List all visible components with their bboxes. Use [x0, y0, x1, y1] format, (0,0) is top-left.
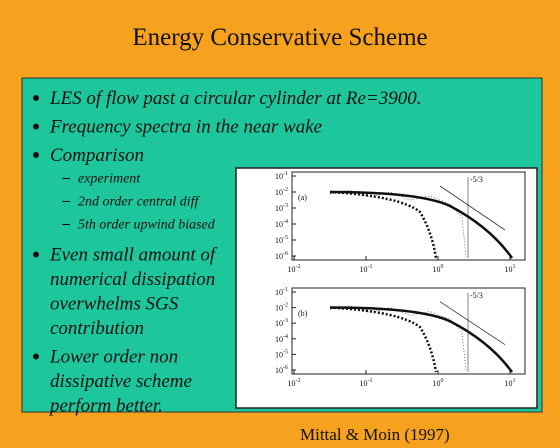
bullet-text: Frequency spectra in the near wake — [49, 117, 322, 138]
tick-label: 10-1 — [360, 378, 373, 388]
bullet-dot — [33, 95, 39, 101]
tick-label: 10-1 — [275, 171, 288, 181]
tick-base: 10 — [275, 366, 283, 375]
curve-upwind — [329, 190, 438, 259]
slope-label: -5/3 — [470, 291, 483, 300]
tick-label: 10-2 — [275, 303, 288, 313]
tick-base: 10 — [505, 379, 513, 388]
bullet-text: numerical dissipation — [50, 269, 215, 290]
curve-central — [329, 306, 514, 373]
tick-exp: 1 — [513, 378, 516, 384]
tick-base: 10 — [360, 265, 368, 274]
slope-line — [439, 301, 506, 346]
bullet-dot — [33, 123, 39, 130]
tick-label: 10-5 — [275, 349, 288, 359]
tick-exp: -1 — [283, 287, 288, 293]
tick-base: 10 — [288, 379, 296, 388]
bullet-text: contribution — [50, 318, 144, 339]
tick-base: 10 — [288, 265, 296, 274]
curve-central — [329, 190, 514, 259]
tick-base: 10 — [275, 288, 283, 297]
bullet-text: Even small amount of — [49, 245, 218, 266]
sub-bullet-text: 5th order upwind biased — [78, 218, 216, 233]
tick-base: 10 — [275, 350, 283, 359]
tick-exp: -2 — [296, 264, 301, 270]
tick-label: 101 — [505, 264, 516, 274]
tick-exp: -1 — [283, 171, 288, 177]
tick-exp: -3 — [283, 203, 288, 209]
tick-base: 10 — [275, 236, 283, 245]
tick-exp: -1 — [368, 264, 373, 270]
bullet-dot — [33, 152, 39, 158]
tick-base: 10 — [433, 265, 441, 274]
plot-frame — [291, 171, 526, 261]
tick-exp: 0 — [441, 378, 444, 384]
tick-base: 10 — [275, 172, 283, 181]
sub-bullet-text: experiment — [78, 172, 141, 187]
bullet-text: Comparison — [50, 145, 144, 166]
sub-bullet-text: 2nd order central diff — [78, 195, 201, 210]
tick-exp: 1 — [513, 264, 516, 270]
tick-label: 10-5 — [275, 235, 288, 245]
tick-exp: -2 — [283, 303, 288, 309]
tick-label: 10-6 — [275, 251, 288, 261]
tick-exp: -6 — [283, 365, 288, 371]
tick-base: 10 — [360, 379, 368, 388]
tick-base: 10 — [275, 220, 283, 229]
bullet-dot — [33, 251, 39, 258]
tick-exp: 0 — [441, 264, 444, 270]
tick-exp: -3 — [283, 318, 288, 324]
bullet-text: perform better. — [48, 396, 163, 417]
tick-label: 10-2 — [275, 187, 288, 197]
tick-label: 10-4 — [275, 219, 288, 229]
tick-base: 10 — [275, 319, 283, 328]
tick-label: 10-3 — [275, 318, 288, 328]
tick-label: 10-2 — [288, 264, 301, 274]
tick-base: 10 — [505, 265, 513, 274]
tick-exp: -4 — [283, 219, 288, 225]
tick-exp: -4 — [283, 334, 288, 340]
curve-upwind — [329, 306, 438, 373]
tick-exp: -5 — [283, 235, 288, 241]
tick-base: 10 — [275, 335, 283, 344]
bullet-text: dissipative scheme — [50, 371, 192, 392]
slide-title: Energy Conservative Scheme — [132, 24, 427, 51]
tick-label: 10-4 — [275, 334, 288, 344]
tick-base: 10 — [275, 188, 283, 197]
citation: Mittal & Moin (1997) — [300, 425, 450, 444]
tick-exp: -1 — [368, 378, 373, 384]
slope-label: -5/3 — [470, 175, 483, 184]
tick-exp: -2 — [296, 378, 301, 384]
tick-base: 10 — [433, 379, 441, 388]
tick-label: 10-6 — [275, 365, 288, 375]
bullet-text: overwhelms SGS — [50, 294, 179, 315]
tick-label: 10-1 — [275, 287, 288, 297]
tick-label: 100 — [433, 264, 444, 274]
tick-exp: -6 — [283, 251, 288, 257]
bullet-text: Lower order non — [49, 347, 178, 368]
bullet-dot — [33, 353, 39, 360]
panel-label: (b) — [298, 309, 308, 318]
panel-label: (a) — [298, 193, 307, 202]
tick-base: 10 — [275, 252, 283, 261]
tick-label: 10-3 — [275, 203, 288, 213]
bullet-text: LES of flow past a circular cylinder at … — [49, 88, 422, 109]
tick-exp: -2 — [283, 187, 288, 193]
tick-label: 10-2 — [288, 378, 301, 388]
tick-label: 100 — [433, 378, 444, 388]
tick-exp: -5 — [283, 349, 288, 355]
tick-label: 101 — [505, 378, 516, 388]
plot-frame — [291, 287, 526, 375]
tick-base: 10 — [275, 304, 283, 313]
slope-line — [439, 185, 506, 231]
tick-label: 10-1 — [360, 264, 373, 274]
tick-base: 10 — [275, 204, 283, 213]
